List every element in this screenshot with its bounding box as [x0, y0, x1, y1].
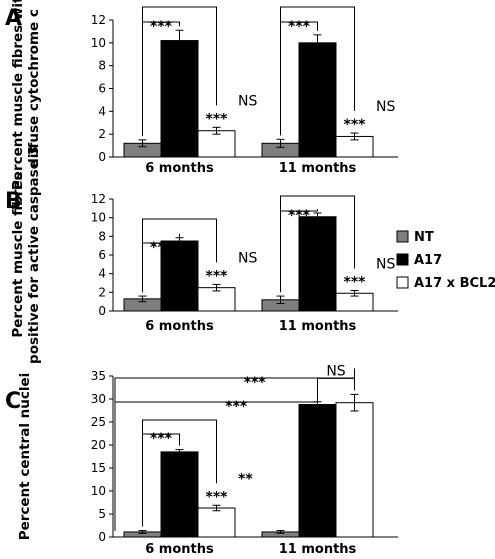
y-tick-label: 15 — [91, 461, 106, 475]
bar-a17 — [160, 240, 199, 312]
significance-bracket — [114, 368, 355, 531]
y-tick-label: 12 — [91, 13, 106, 27]
significance-label: NS — [376, 256, 395, 272]
y-tick-label: 10 — [91, 484, 106, 498]
significance-label: *** — [344, 117, 367, 133]
significance-label: *** — [244, 375, 267, 391]
y-tick-label: 10 — [91, 211, 106, 225]
y-tick-label: 8 — [98, 229, 106, 243]
significance-bracket — [280, 195, 355, 293]
y-tick-label: 35 — [91, 369, 106, 383]
y-axis-label: Percent central nuclei — [17, 373, 33, 541]
legend-label: A17 x BCL2 — [414, 276, 495, 291]
significance-label: *** — [344, 274, 367, 290]
y-axis-label: Percent muscle fibres — [10, 172, 26, 337]
significance-label: *** — [150, 431, 173, 447]
legend-swatch — [396, 253, 409, 266]
category-label: 6 months — [145, 542, 214, 554]
significance-label: NS — [238, 250, 257, 266]
panel-letter: A — [5, 6, 22, 31]
y-tick-label: 8 — [98, 59, 106, 73]
significance-bracket — [317, 377, 355, 398]
significance-bracket — [142, 218, 217, 293]
bar-a17 — [298, 216, 337, 312]
significance-label: *** — [206, 489, 229, 505]
bar-a17-x-bcl2 — [335, 402, 374, 538]
significance-label: NS — [238, 93, 257, 109]
significance-label: ** — [238, 471, 253, 487]
category-label: 11 months — [279, 161, 357, 176]
bar-a17 — [298, 404, 337, 538]
y-tick-label: 5 — [98, 507, 106, 521]
significance-label: *** — [150, 240, 173, 256]
y-tick-label: 30 — [91, 392, 106, 406]
category-label: 6 months — [145, 161, 214, 176]
y-axis-label: positive for active caspase 3 — [26, 146, 42, 364]
y-axis-label: diffuse cytochrome c — [26, 9, 42, 168]
y-tick-label: 6 — [98, 248, 106, 262]
y-tick-label: 0 — [98, 150, 106, 164]
significance-bracket — [280, 6, 355, 136]
y-axis-label: Percent muscle fibres with — [10, 0, 26, 190]
significance-label: NS — [326, 363, 345, 379]
significance-label: *** — [150, 19, 173, 35]
y-tick-label: 0 — [98, 304, 106, 318]
category-label: 11 months — [279, 542, 357, 554]
y-tick-label: 0 — [98, 530, 106, 544]
y-tick-label: 12 — [91, 192, 106, 206]
legend-swatch — [396, 230, 409, 243]
bar-a17-x-bcl2 — [197, 130, 236, 158]
significance-label: *** — [206, 268, 229, 284]
legend: NT A17 A17 x BCL2 — [396, 230, 495, 291]
y-tick-label: 4 — [98, 267, 106, 281]
significance-bracket — [142, 6, 217, 136]
y-tick-label: 20 — [91, 438, 106, 452]
bar-a17-x-bcl2 — [197, 507, 236, 538]
y-tick-label: 4 — [98, 104, 106, 118]
significance-label: *** — [288, 19, 311, 35]
bar-a17 — [160, 451, 199, 538]
legend-label: NT — [414, 230, 434, 245]
significance-label: NS — [376, 99, 395, 115]
significance-label: *** — [225, 399, 248, 415]
panel-letter: C — [5, 389, 21, 414]
y-tick-label: 10 — [91, 36, 106, 50]
legend-swatch — [396, 276, 409, 289]
significance-label: *** — [206, 111, 229, 127]
significance-label: *** — [288, 208, 311, 224]
y-tick-label: 25 — [91, 415, 106, 429]
y-tick-label: 2 — [98, 127, 106, 141]
y-tick-label: 2 — [98, 285, 106, 299]
legend-label: A17 — [414, 253, 442, 268]
bar-a17 — [160, 40, 199, 158]
significance-bracket — [142, 419, 217, 527]
category-label: 11 months — [279, 319, 357, 334]
bar-a17 — [298, 42, 337, 158]
category-label: 6 months — [145, 319, 214, 334]
y-tick-label: 6 — [98, 82, 106, 96]
panel-letter: B — [5, 189, 22, 214]
